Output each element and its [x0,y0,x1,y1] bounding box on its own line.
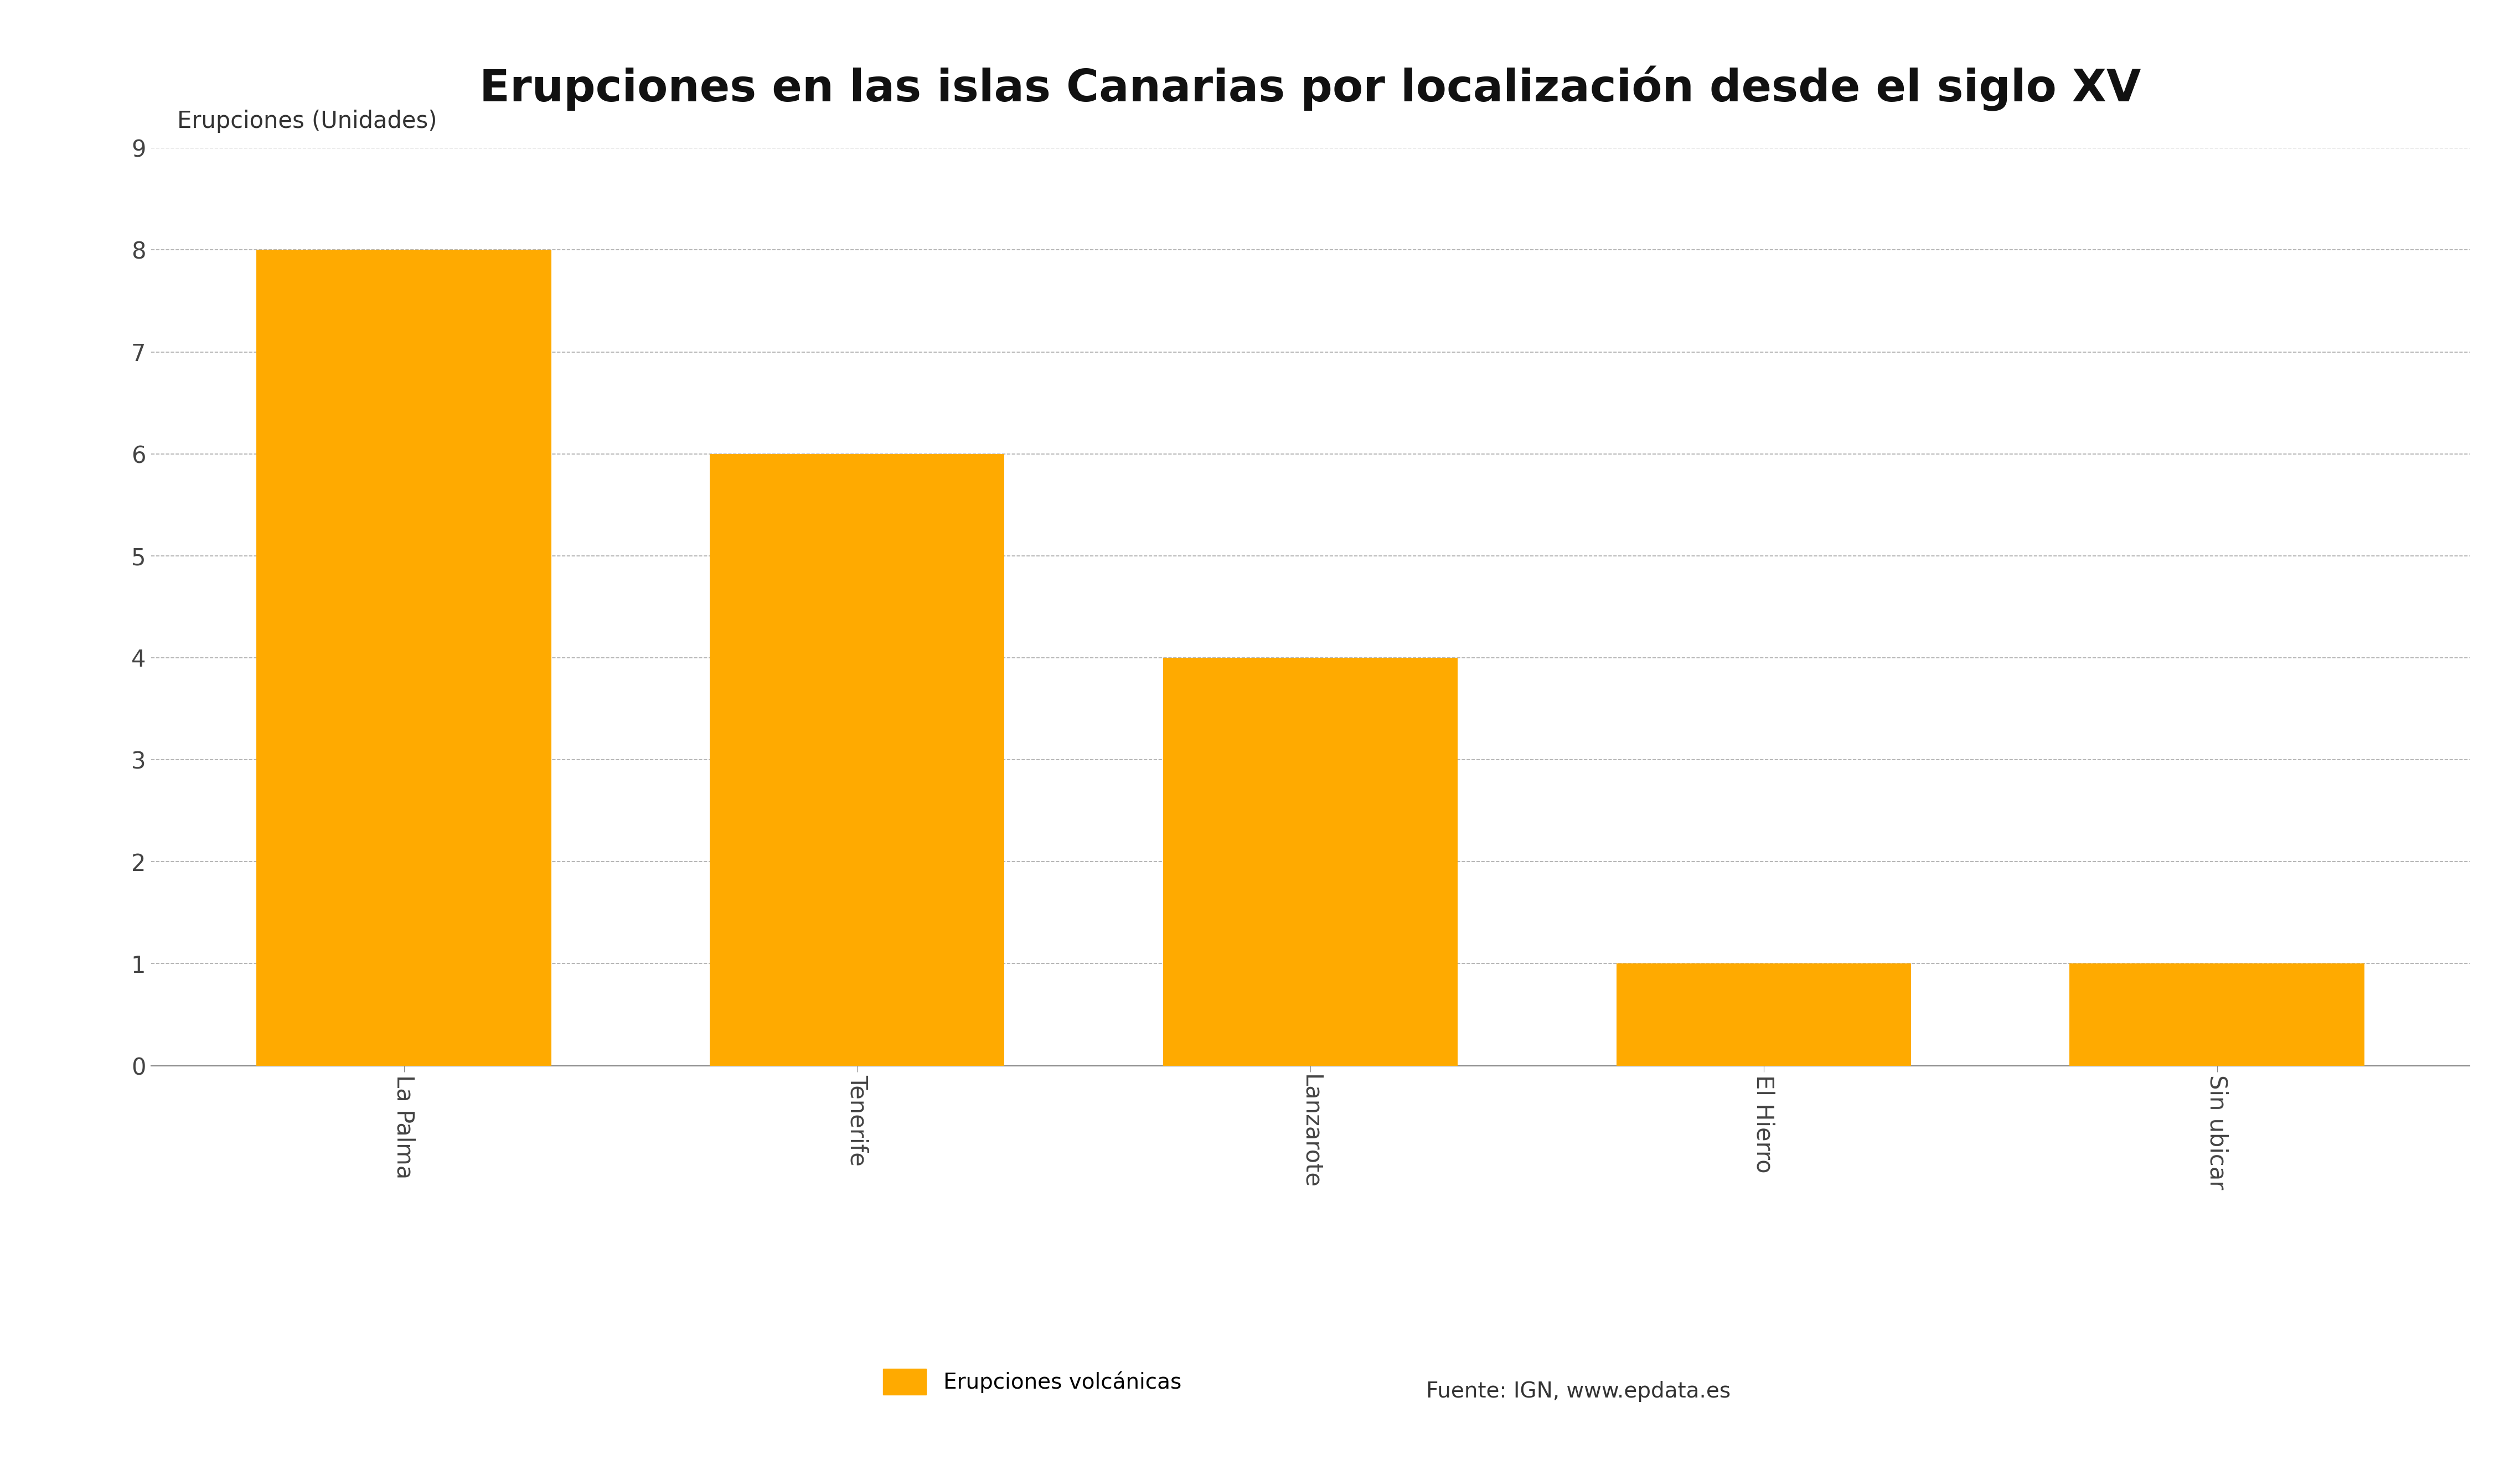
Bar [1164,657,1457,1066]
Bar [2069,963,2364,1066]
Title: Erupciones en las islas Canarias por localización desde el siglo XV: Erupciones en las islas Canarias por loc… [479,67,2142,111]
Legend: Erupciones volcánicas: Erupciones volcánicas [874,1360,1189,1403]
Bar [1615,963,1910,1066]
Text: Erupciones (Unidades): Erupciones (Unidades) [176,110,436,133]
Bar [711,454,1005,1066]
Text: Fuente: IGN, www.epdata.es: Fuente: IGN, www.epdata.es [1426,1381,1731,1402]
Bar [257,250,552,1066]
